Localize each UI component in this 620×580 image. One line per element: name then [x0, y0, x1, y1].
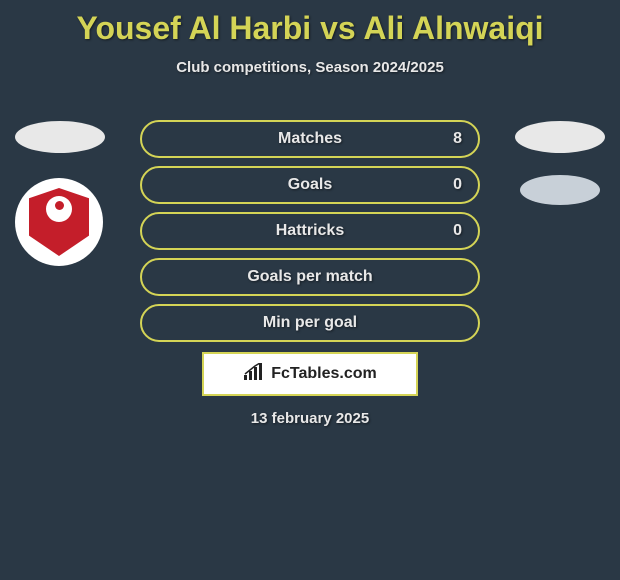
- stat-label: Matches: [278, 130, 342, 148]
- stat-value-right: 0: [453, 176, 462, 194]
- stat-value-right: 8: [453, 130, 462, 148]
- stat-label: Hattricks: [276, 222, 344, 240]
- stat-row-hattricks: Hattricks 0: [140, 212, 480, 250]
- brand-text: FcTables.com: [271, 365, 377, 383]
- date-text: 13 february 2025: [0, 410, 620, 427]
- stat-label: Min per goal: [263, 314, 357, 332]
- stat-label: Goals per match: [247, 268, 372, 286]
- stats-container: Matches 8 Goals 0 Hattricks 0 Goals per …: [140, 120, 480, 350]
- stat-value-right: 0: [453, 222, 462, 240]
- stat-row-min-per-goal: Min per goal: [140, 304, 480, 342]
- chart-icon: [243, 363, 265, 386]
- club-left-logo: [15, 178, 103, 266]
- player-left-avatar: [15, 121, 105, 153]
- subtitle: Club competitions, Season 2024/2025: [0, 59, 620, 76]
- stat-label: Goals: [288, 176, 332, 194]
- stat-row-matches: Matches 8: [140, 120, 480, 158]
- stat-row-goals-per-match: Goals per match: [140, 258, 480, 296]
- player-right-avatar: [515, 121, 605, 153]
- brand-box[interactable]: FcTables.com: [202, 352, 418, 396]
- page-title: Yousef Al Harbi vs Ali Alnwaiqi: [0, 0, 620, 47]
- player-right-flag: [520, 175, 600, 205]
- stat-row-goals: Goals 0: [140, 166, 480, 204]
